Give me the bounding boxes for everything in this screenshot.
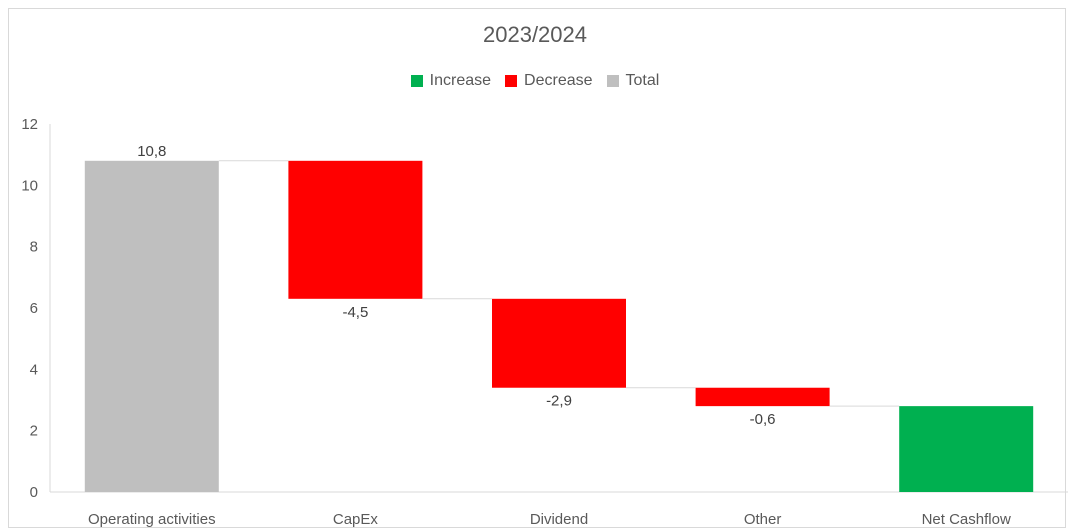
chart-title: 2023/2024 [483, 22, 587, 47]
legend: Increase Decrease Total [0, 72, 1070, 90]
x-tick-label: CapEx [333, 511, 379, 528]
legend-label-total: Total [625, 72, 660, 89]
legend-swatch-total [606, 75, 619, 87]
data-label: -4,5 [342, 304, 368, 321]
x-tick-label: Dividend [530, 511, 588, 528]
bar-dividend [492, 298, 626, 388]
legend-item-total: Total [606, 72, 660, 90]
x-tick-label: Other [744, 511, 782, 528]
bar-net-cashflow [899, 406, 1034, 492]
y-tick-label: 8 [30, 239, 38, 256]
x-tick-label: Net Cashflow [922, 511, 1011, 528]
legend-item-decrease: Decrease [505, 72, 593, 90]
legend-label-decrease: Decrease [524, 72, 593, 89]
data-label: 10,8 [137, 143, 166, 160]
legend-item-increase: Increase [410, 72, 492, 90]
y-tick-label: 10 [21, 177, 38, 194]
bar-other [695, 387, 830, 407]
x-tick-label: Operating activities [88, 511, 216, 528]
y-tick-label: 0 [30, 484, 38, 501]
y-tick-label: 4 [30, 361, 38, 378]
y-tick-label: 6 [30, 300, 38, 317]
data-label: -0,6 [750, 411, 776, 428]
data-label: -2,9 [546, 393, 572, 410]
bar-capex [288, 160, 423, 299]
legend-swatch-decrease [505, 75, 518, 87]
legend-swatch-increase [410, 75, 423, 87]
y-tick-label: 12 [21, 116, 38, 133]
y-tick-label: 2 [30, 423, 38, 440]
legend-label-increase: Increase [429, 72, 492, 89]
bar-operating-activities [84, 160, 219, 493]
